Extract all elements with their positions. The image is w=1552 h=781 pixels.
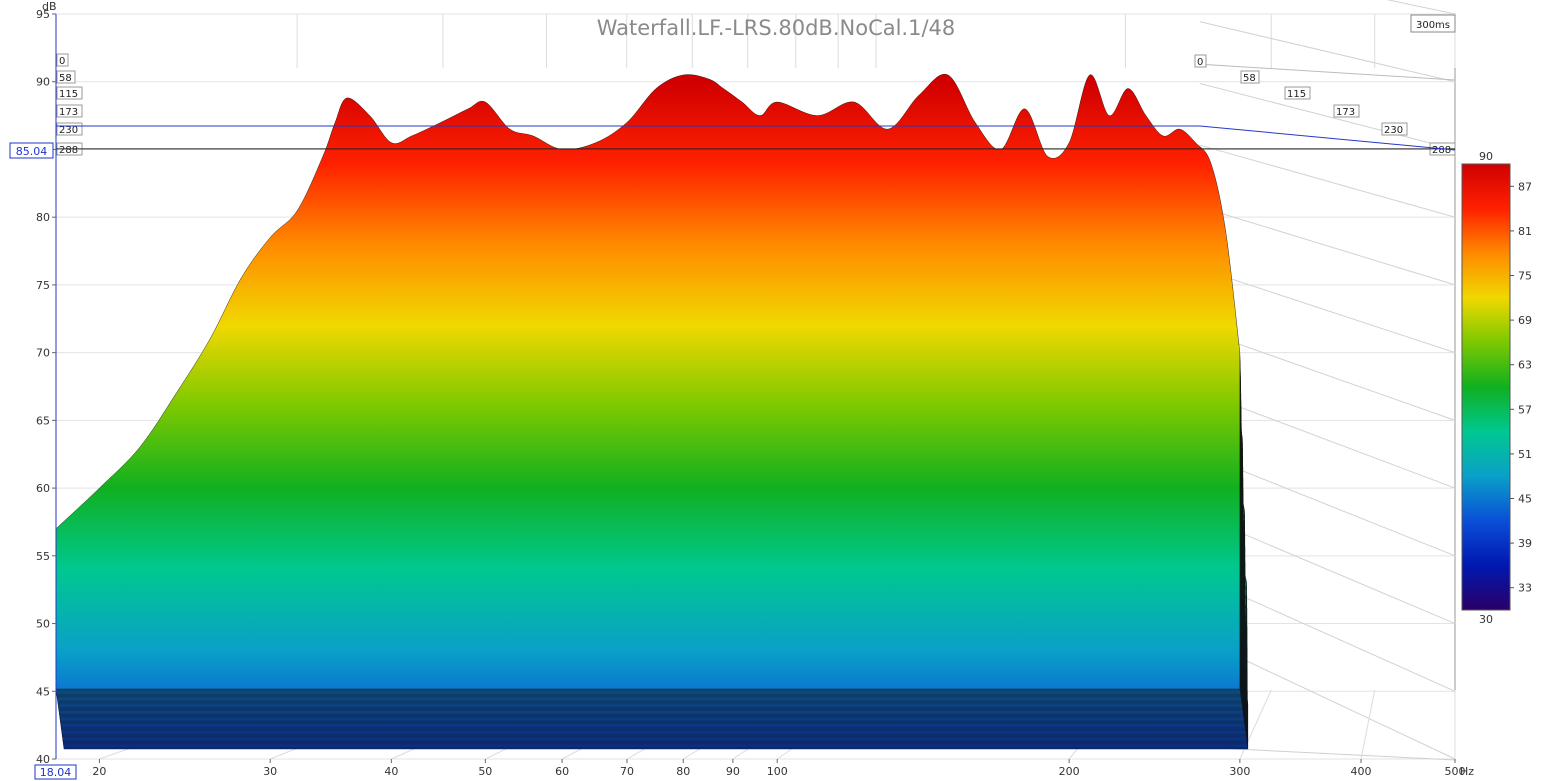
freq-cursor-box[interactable]: 18.04: [34, 764, 77, 780]
y-axis: 404550556065707580859095: [36, 8, 56, 766]
x-axis-unit: Hz: [1460, 765, 1474, 778]
x-tick-label: 300: [1229, 765, 1250, 778]
waterfall-slice: [55, 73, 1241, 690]
x-tick-label: 500: [1445, 765, 1466, 778]
x-axis: 20 30 40 50 60 70 80 90 100 200 300 400 500: [92, 759, 1466, 778]
colorbar-tick-label: 33: [1518, 582, 1532, 595]
x-tick-label: 200: [1059, 765, 1080, 778]
colorbar: 33 39 45 51 57 63 69 75 81 87 90 30: [1461, 150, 1532, 626]
time-tick-label-left: 230: [59, 125, 78, 136]
time-span-box: 300ms: [1410, 14, 1456, 33]
y-tick-label: 90: [36, 76, 50, 89]
time-tick: 173 173: [56, 104, 1360, 118]
y-tick-label: 70: [36, 347, 50, 360]
x-tick-label: 50: [478, 765, 492, 778]
y-tick-label: 95: [36, 8, 50, 21]
depth-line: [1199, 206, 1456, 286]
x-tick-label: 30: [263, 765, 277, 778]
colorbar-tick-label: 39: [1518, 537, 1532, 550]
cursor-lines: [55, 14, 1456, 759]
time-tick-label-right: 58: [1243, 73, 1256, 84]
colorbar-tick-label: 51: [1518, 448, 1532, 461]
depth-line: [1199, 391, 1456, 489]
time-tick-label-right: 230: [1384, 125, 1403, 136]
depth-line: [1199, 329, 1456, 421]
depth-line: [1199, 82, 1456, 150]
colorbar-tick-label: 45: [1518, 493, 1532, 506]
x-tick-label: 40: [384, 765, 398, 778]
time-tick-label-left: 58: [59, 73, 72, 84]
time-tick: 115 115: [56, 86, 1311, 100]
colorbar-tick-label: 75: [1518, 270, 1532, 283]
y-tick-label: 75: [36, 279, 50, 292]
time-tick-label-right: 0: [1197, 57, 1203, 68]
colorbar-tick-label: 69: [1518, 314, 1532, 327]
time-tick-label-right: 288: [1432, 145, 1451, 156]
svg-text:18.04: 18.04: [40, 766, 72, 779]
time-tick: 230 230: [56, 122, 1408, 136]
chart-title: Waterfall.LF.-LRS.80dB.NoCal.1/48: [597, 16, 956, 40]
time-tick: 58 58: [56, 70, 1260, 84]
time-tick-label-left: 288: [59, 145, 78, 156]
y-tick-label: 40: [36, 753, 50, 766]
level-cursor-box[interactable]: 85.04: [9, 142, 54, 159]
depth-line: [1199, 268, 1456, 354]
colorbar-min-label: 30: [1479, 613, 1493, 626]
colorbar-tick-label: 87: [1518, 180, 1532, 193]
y-axis-label: dB: [42, 0, 57, 13]
y-tick-label: 65: [36, 414, 50, 427]
x-tick-label: 80: [676, 765, 690, 778]
x-tick-label: 90: [726, 765, 740, 778]
time-cursor-line-depth: [1199, 125, 1456, 151]
y-tick-label: 50: [36, 618, 50, 631]
colorbar-tick-label: 57: [1518, 403, 1532, 416]
x-tick-label: 400: [1351, 765, 1372, 778]
waterfall-slices: [55, 73, 1249, 750]
time-tick-label-left: 115: [59, 89, 78, 100]
floor-line: [1360, 689, 1376, 760]
time-tick-label-right: 115: [1287, 89, 1306, 100]
colorbar-scale: [1461, 163, 1511, 611]
time-tick-label-left: 173: [59, 107, 78, 118]
time-tick-label-right: 173: [1336, 107, 1355, 118]
colorbar-tick-label: 63: [1518, 359, 1532, 372]
x-tick-label: 100: [767, 765, 788, 778]
svg-text:85.04: 85.04: [16, 145, 48, 158]
time-tick-label-left: 0: [59, 56, 65, 67]
colorbar-tick-label: 81: [1518, 225, 1532, 238]
y-tick-label: 80: [36, 211, 50, 224]
y-tick-label: 55: [36, 550, 50, 563]
svg-text:300ms: 300ms: [1416, 20, 1450, 31]
depth-line: [1386, 0, 1456, 15]
time-axis-line: [1196, 63, 1456, 81]
depth-line: [1199, 144, 1456, 218]
colorbar-max-label: 90: [1479, 150, 1493, 163]
x-tick-label: 60: [555, 765, 569, 778]
depth-line: [1199, 21, 1456, 83]
x-tick-label: 20: [92, 765, 106, 778]
x-tick-label: 70: [620, 765, 634, 778]
y-tick-label: 45: [36, 685, 50, 698]
y-tick-label: 60: [36, 482, 50, 495]
